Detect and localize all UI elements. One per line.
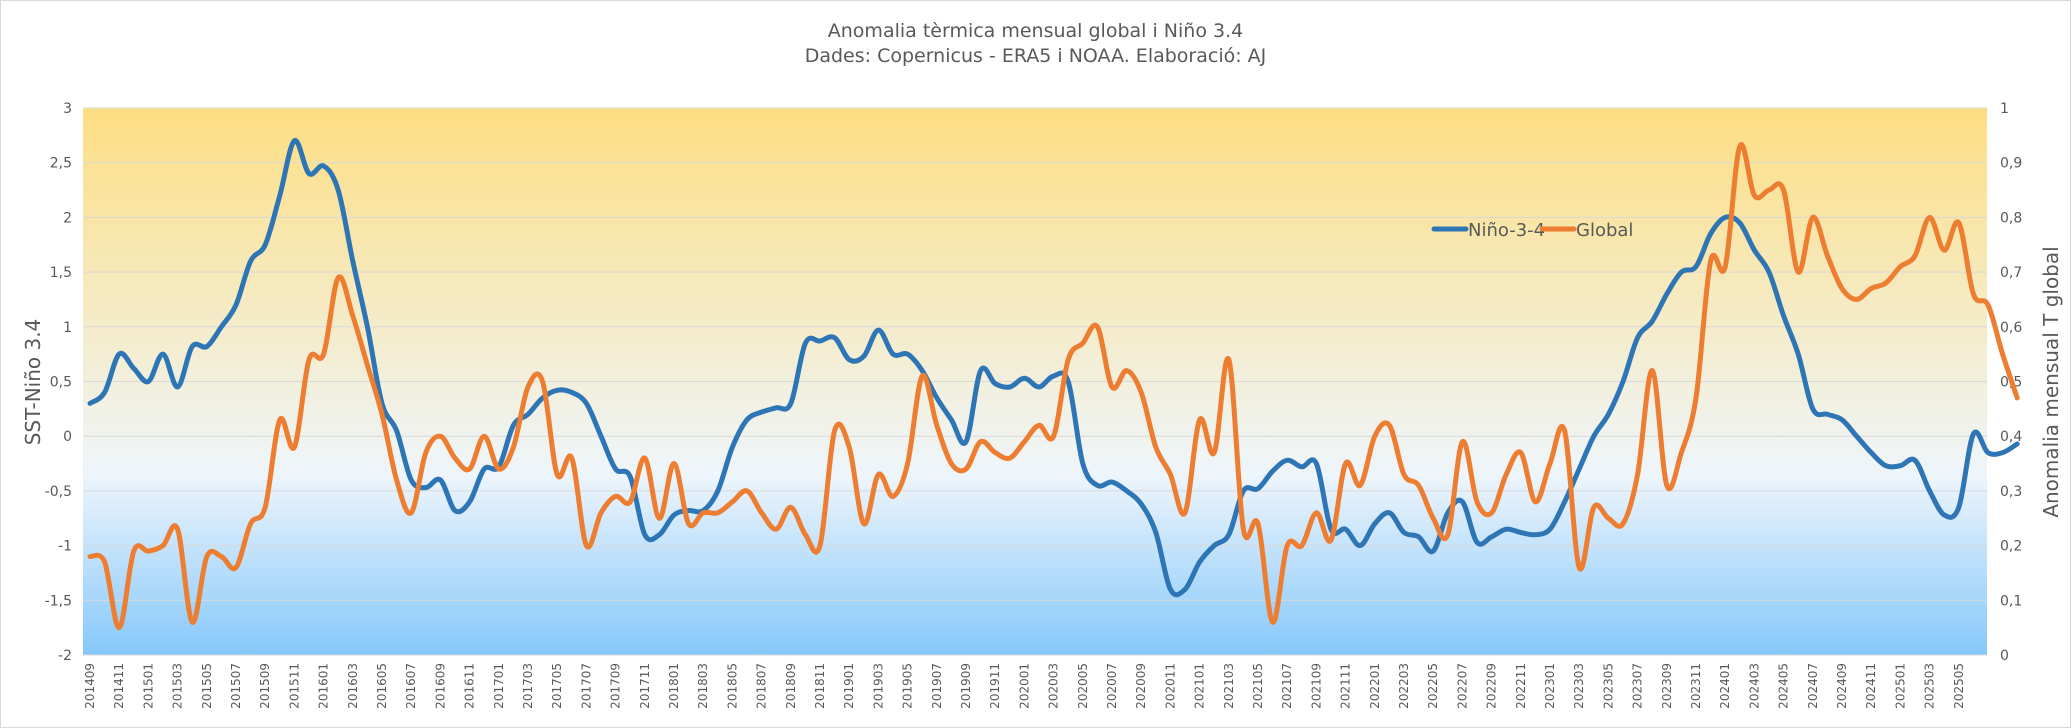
x-tick-label: 201605: [375, 663, 389, 709]
x-tick-label: 202401: [1718, 663, 1732, 709]
x-tick-label: 202203: [1397, 663, 1411, 709]
x-tick-label: 201607: [404, 663, 418, 709]
y-right-tick-label: 0,9: [2000, 156, 2022, 172]
x-tick-label: 201411: [112, 663, 126, 709]
x-tick-label: 201711: [638, 663, 652, 709]
series-line-nino: [87, 138, 2020, 598]
x-tick-label: 201901: [842, 663, 856, 709]
x-tick-label: 202311: [1689, 663, 1703, 709]
x-tick-label: 202205: [1426, 663, 1440, 709]
x-tick-label: 201907: [930, 663, 944, 709]
y-left-tick-label: 2: [63, 210, 72, 226]
y-axis-left-ticks: -2 -1,5 -1 -0,5 0 0,5 1 1,5 2 2,5 3: [45, 101, 72, 664]
x-tick-label: 202407: [1806, 663, 1820, 709]
y-right-tick-label: 0,3: [2000, 484, 2022, 500]
x-tick-label: 201911: [988, 663, 1002, 709]
x-tick-label: 202405: [1777, 663, 1791, 709]
x-tick-label: 202011: [1163, 663, 1177, 709]
x-tick-label: 202503: [1923, 663, 1937, 709]
x-tick-label: 201805: [725, 663, 739, 709]
x-tick-label: 202201: [1368, 663, 1382, 709]
x-tick-label: 202305: [1601, 663, 1615, 709]
y-right-tick-label: 0,6: [2000, 320, 2022, 336]
x-tick-label: 201807: [755, 663, 769, 709]
x-tick-label: 201501: [141, 663, 155, 709]
x-tick-label: 201611: [463, 663, 477, 709]
x-tick-label: 201905: [901, 663, 915, 709]
x-axis-ticks: 201409 201411 201501 201503 201505 201507 2015…: [83, 663, 1966, 709]
y-left-tick-label: 0: [63, 429, 72, 445]
legend: Niño-3-4 Global: [1431, 220, 1633, 241]
x-tick-label: 201603: [346, 663, 360, 709]
y-right-tick-label: 1: [2000, 101, 2009, 117]
x-tick-label: 202001: [1017, 663, 1031, 709]
x-tick-label: 201507: [229, 663, 243, 709]
y-right-tick-label: 0,7: [2000, 265, 2022, 281]
x-tick-label: 202109: [1309, 663, 1323, 709]
y-left-tick-label: -0,5: [45, 484, 72, 500]
x-tick-label: 202003: [1047, 663, 1061, 709]
series-lines: [87, 138, 2020, 631]
x-tick-label: 202209: [1485, 663, 1499, 709]
x-tick-label: 202505: [1952, 663, 1966, 709]
y-right-tick-label: 0,8: [2000, 210, 2022, 226]
x-tick-label: 201801: [667, 663, 681, 709]
x-tick-label: 201809: [784, 663, 798, 709]
x-tick-label: 202301: [1543, 663, 1557, 709]
y-right-tick-label: 0,2: [2000, 539, 2022, 555]
x-tick-label: 201505: [200, 663, 214, 709]
legend-label-global: Global: [1576, 220, 1633, 241]
x-tick-label: 202303: [1572, 663, 1586, 709]
x-tick-label: 202211: [1514, 663, 1528, 709]
y-right-tick-label: 0: [2000, 648, 2009, 664]
x-tick-label: 201803: [696, 663, 710, 709]
chart-title: Anomalia tèrmica mensual global i Niño 3…: [827, 20, 1244, 42]
x-tick-label: 201709: [609, 663, 623, 709]
y-left-tick-label: -2: [58, 648, 72, 664]
x-tick-label: 202111: [1339, 663, 1353, 709]
x-tick-label: 201707: [579, 663, 593, 709]
x-tick-label: 202403: [1747, 663, 1761, 709]
x-tick-label: 201503: [171, 663, 185, 709]
legend-label-nino: Niño-3-4: [1468, 220, 1545, 241]
y-left-tick-label: 0,5: [50, 375, 72, 391]
x-tick-label: 202005: [1076, 663, 1090, 709]
x-tick-label: 202007: [1105, 663, 1119, 709]
series-line-global: [87, 142, 2020, 631]
y-right-tick-label: 0,1: [2000, 593, 2022, 609]
chart-subtitle: Dades: Copernicus - ERA5 i NOAA. Elabora…: [804, 45, 1267, 67]
y-left-tick-label: 3: [63, 101, 72, 117]
y-right-tick-label: 0,4: [2000, 429, 2022, 445]
x-tick-label: 202105: [1251, 663, 1265, 709]
x-tick-label: 202107: [1280, 663, 1294, 709]
x-tick-label: 201909: [959, 663, 973, 709]
y-left-tick-label: 1,5: [50, 265, 72, 281]
x-tick-label: 201703: [521, 663, 535, 709]
x-tick-label: 201701: [492, 663, 506, 709]
y-left-tick-label: -1: [58, 539, 72, 555]
x-tick-label: 202411: [1864, 663, 1878, 709]
y-left-tick-label: 2,5: [50, 156, 72, 172]
x-tick-label: 202207: [1455, 663, 1469, 709]
x-tick-label: 202009: [1134, 663, 1148, 709]
y-left-tick-label: -1,5: [45, 593, 72, 609]
y-left-tick-label: 1: [63, 320, 72, 336]
x-tick-label: 201511: [287, 663, 301, 709]
x-tick-label: 202307: [1631, 663, 1645, 709]
y-axis-left-label: SST-Niño 3.4: [21, 319, 45, 446]
x-tick-label: 202309: [1660, 663, 1674, 709]
x-tick-label: 201903: [871, 663, 885, 709]
x-tick-label: 201609: [433, 663, 447, 709]
x-tick-label: 202101: [1193, 663, 1207, 709]
x-tick-label: 202501: [1893, 663, 1907, 709]
x-tick-label: 202103: [1222, 663, 1236, 709]
x-tick-label: 201811: [813, 663, 827, 709]
x-tick-label: 201409: [83, 663, 97, 709]
x-tick-label: 202409: [1835, 663, 1849, 709]
y-axis-right-label: Anomalia mensual T global: [2039, 246, 2063, 517]
x-tick-label: 201705: [550, 663, 564, 709]
x-tick-label: 201509: [258, 663, 272, 709]
x-tick-label: 201601: [317, 663, 331, 709]
